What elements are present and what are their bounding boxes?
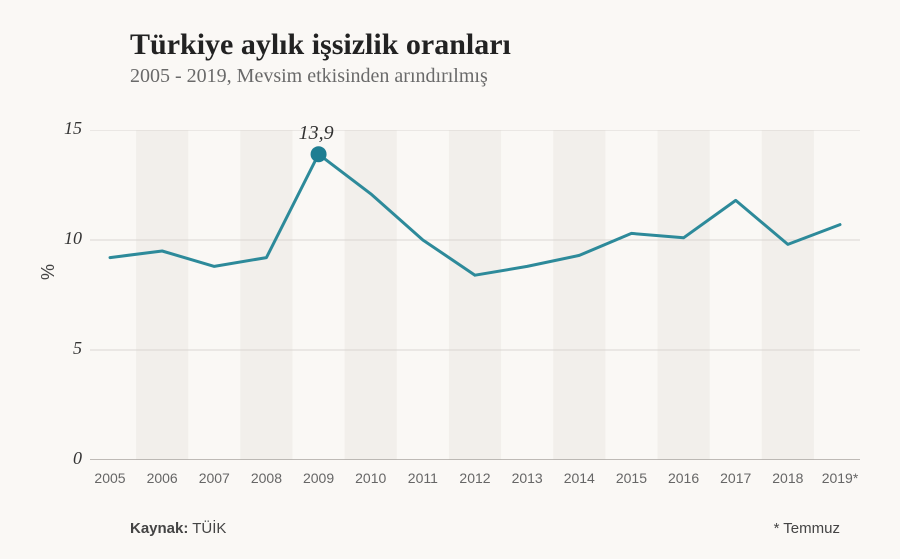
plot-area [90, 130, 860, 460]
x-tick-label: 2014 [555, 470, 603, 486]
source-line: Kaynak: TÜİK [130, 520, 226, 537]
y-tick-label: 5 [42, 338, 82, 359]
source-value: TÜİK [192, 520, 226, 537]
y-tick-label: 0 [42, 448, 82, 469]
x-tick-label: 2013 [503, 470, 551, 486]
chart-subtitle: 2005 - 2019, Mevsim etkisinden arındırıl… [130, 65, 511, 88]
x-tick-label: 2017 [712, 470, 760, 486]
x-tick-label: 2015 [607, 470, 655, 486]
x-tick-label: 2009 [295, 470, 343, 486]
footnote: * Temmuz [774, 520, 840, 537]
x-tick-label: 2008 [242, 470, 290, 486]
highlight-value-label: 13,9 [299, 122, 334, 145]
source-label: Kaynak: [130, 520, 188, 537]
x-tick-label: 2012 [451, 470, 499, 486]
y-tick-label: 15 [42, 118, 82, 139]
x-tick-label: 2005 [86, 470, 134, 486]
x-tick-label: 2006 [138, 470, 186, 486]
x-tick-label: 2011 [399, 470, 447, 486]
title-block: Türkiye aylık işsizlik oranları 2005 - 2… [130, 28, 511, 88]
chart-title: Türkiye aylık işsizlik oranları [130, 28, 511, 61]
y-tick-label: 10 [42, 228, 82, 249]
x-tick-label: 2010 [347, 470, 395, 486]
x-tick-label: 2016 [660, 470, 708, 486]
chart-container: Türkiye aylık işsizlik oranları 2005 - 2… [0, 0, 900, 559]
x-tick-label: 2019* [816, 470, 864, 486]
x-tick-label: 2018 [764, 470, 812, 486]
line-chart-svg [90, 130, 860, 460]
y-axis-label: % [38, 264, 59, 280]
x-tick-label: 2007 [190, 470, 238, 486]
